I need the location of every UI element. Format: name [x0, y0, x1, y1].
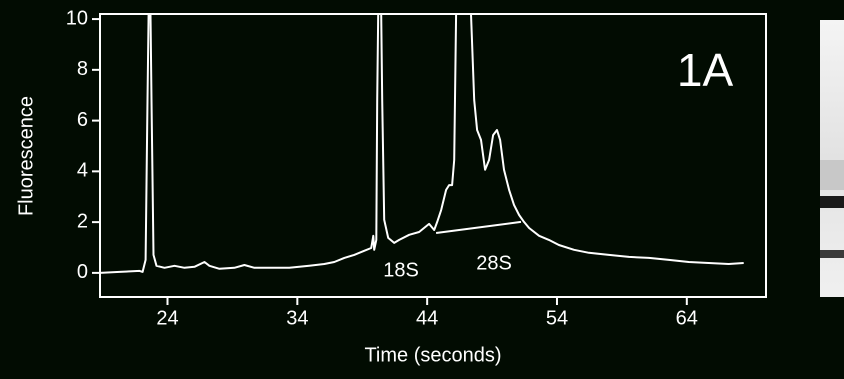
plot-frame: [100, 14, 766, 297]
y-tick-label: 0: [77, 261, 88, 283]
page: {"chart_data": { "type": "line", "xlabel…: [0, 0, 844, 374]
peak-label: 18S: [383, 259, 419, 281]
x-axis-title: Time (seconds): [364, 344, 501, 366]
gel-band: [820, 196, 844, 208]
trace-line: [100, 14, 744, 273]
x-tick-label: 54: [546, 307, 568, 329]
x-tick-label: 34: [286, 307, 308, 329]
peak-baseline: [436, 222, 521, 233]
gel-lane: [820, 20, 844, 297]
y-tick-label: 2: [77, 210, 88, 232]
y-tick-label: 8: [77, 58, 88, 80]
y-tick-label: 4: [77, 160, 88, 182]
gel-band: [820, 250, 844, 258]
plot-area: [100, 14, 744, 273]
x-tick-label: 44: [416, 307, 438, 329]
chart: Time (seconds) Fluorescence 024681024344…: [0, 0, 844, 374]
y-tick-label: 6: [77, 109, 88, 131]
x-tick-label: 24: [156, 307, 178, 329]
gel-smear: [820, 160, 844, 190]
y-tick-label: 10: [66, 7, 88, 29]
peak-label: 28S: [476, 252, 512, 274]
y-axis-title: Fluorescence: [15, 96, 37, 216]
x-tick-label: 64: [676, 307, 698, 329]
panel-label: 1A: [677, 44, 734, 96]
